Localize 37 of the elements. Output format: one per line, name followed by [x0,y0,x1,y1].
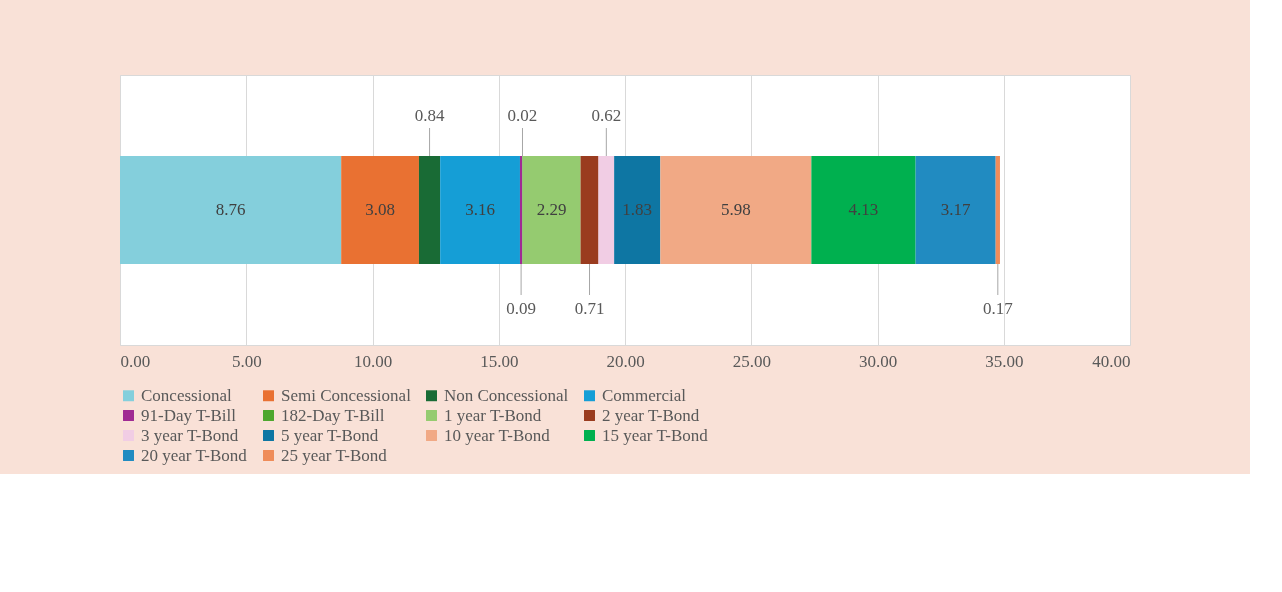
legend-label: 10 year T-Bond [444,425,551,445]
legend-label: 182-Day T-Bill [281,405,385,425]
data-label: 4.13 [848,200,879,219]
data-label: 3.08 [365,200,395,219]
data-label: 3.16 [465,200,495,219]
x-tick-label: 40.00 [1092,351,1131,371]
legend-label: 3 year T-Bond [141,425,239,445]
data-label: 5.98 [720,200,751,219]
legend-label: Commercial [602,385,687,405]
x-tick-label: 10.00 [353,351,393,371]
x-tick-label: 35.00 [985,351,1024,371]
x-tick-label: 5.00 [231,351,262,371]
legend-label: Non Concessional [444,385,569,405]
data-label: 1.83 [622,200,653,219]
data-label: 0.71 [574,299,605,318]
data-label: 2.29 [536,200,567,219]
data-label: 0.62 [591,106,622,125]
legend-label: 15 year T-Bond [602,425,709,445]
data-label: 0.09 [506,299,536,318]
data-label: 3.17 [940,200,972,219]
legend-label: 91-Day T-Bill [141,405,237,425]
legend-label: 1 year T-Bond [444,405,542,425]
legend-label: Concessional [141,385,232,405]
x-tick-label: 30.00 [858,351,898,371]
x-tick-label: 25.00 [732,351,771,371]
data-label: 0.84 [414,106,445,125]
data-label: 8.76 [215,200,246,219]
x-tick-label: 0.00 [120,351,151,371]
data-label: 0.17 [982,299,1014,318]
legend-label: 5 year T-Bond [281,425,379,445]
legend-label: 25 year T-Bond [281,445,388,465]
legend-label: Semi Concessional [281,385,412,405]
legend-label: 20 year T-Bond [141,445,248,465]
legend-label: 2 year T-Bond [602,405,700,425]
x-tick-label: 20.00 [606,351,645,371]
data-label: 0.02 [507,106,538,125]
x-tick-label: 15.00 [480,351,519,371]
